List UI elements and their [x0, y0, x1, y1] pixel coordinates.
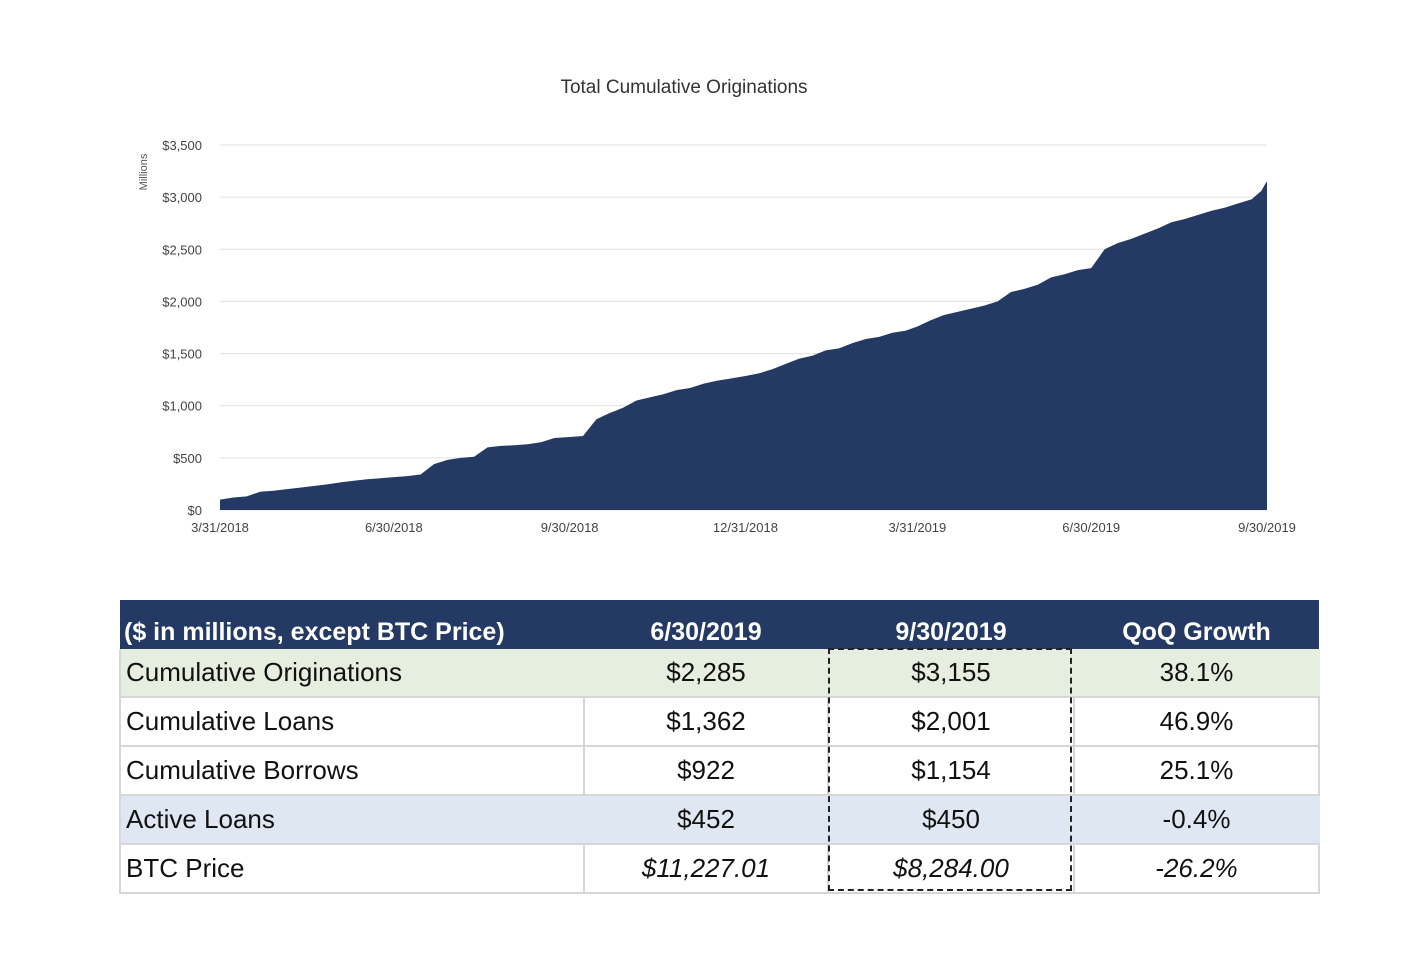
y-tick-label: $2,000: [162, 294, 202, 309]
table-header-metric: ($ in millions, except BTC Price): [120, 600, 584, 649]
q3-value: $2,001: [828, 697, 1075, 747]
row-label: Cumulative Originations: [119, 649, 585, 698]
x-axis-ticks: 3/31/2018 6/30/2018 9/30/2018 12/31/2018 3/3…: [191, 520, 1296, 535]
table-header-q2: 6/30/2019: [584, 600, 828, 649]
y-tick-label: $3,000: [162, 190, 202, 205]
y-axis-unit-label: Millions: [138, 153, 150, 190]
row-label: Active Loans: [119, 795, 585, 845]
area-fill: [220, 181, 1267, 510]
row-label: Cumulative Loans: [119, 697, 585, 747]
q3-value: $1,154: [828, 746, 1075, 796]
row-label: BTC Price: [119, 844, 585, 894]
row-label: Cumulative Borrows: [119, 746, 585, 796]
growth-value: -0.4%: [1074, 795, 1320, 845]
x-tick-label: 6/30/2018: [365, 520, 423, 535]
growth-value: 38.1%: [1074, 649, 1320, 698]
area-series: [220, 181, 1267, 510]
y-axis-ticks: $0 $500 $1,000 $1,500 $2,000 $2,500 $3,000 $3,5…: [162, 138, 202, 518]
x-tick-label: 12/31/2018: [713, 520, 778, 535]
chart-canvas: Total Cumulative Originations Millions $…: [138, 77, 1296, 535]
x-tick-label: 6/30/2019: [1062, 520, 1120, 535]
q3-value: $450: [828, 795, 1075, 845]
originations-chart: Total Cumulative Originations Millions $…: [138, 77, 1296, 535]
y-tick-label: $2,500: [162, 242, 202, 257]
q2-value: $922: [584, 746, 829, 796]
x-tick-label: 3/31/2018: [191, 520, 249, 535]
q3-value: $3,155: [828, 649, 1075, 698]
y-tick-label: $1,500: [162, 347, 202, 362]
table-header-q3: 9/30/2019: [828, 600, 1074, 649]
x-tick-label: 9/30/2018: [541, 520, 599, 535]
q2-value: $452: [584, 795, 829, 845]
table-header-growth: QoQ Growth: [1074, 600, 1319, 649]
q2-value: $11,227.01: [584, 844, 829, 894]
x-tick-label: 9/30/2019: [1238, 520, 1296, 535]
q2-value: $2,285: [584, 649, 829, 698]
table-row: Cumulative Borrows $922 $1,154 25.1%: [119, 746, 1320, 796]
growth-value: 25.1%: [1074, 746, 1320, 796]
y-tick-label: $0: [188, 503, 202, 518]
y-tick-label: $500: [173, 451, 202, 466]
table-header-row: ($ in millions, except BTC Price) 6/30/2…: [120, 600, 1319, 649]
q3-value: $8,284.00: [828, 844, 1075, 894]
q2-value: $1,362: [584, 697, 829, 747]
x-tick-label: 3/31/2019: [888, 520, 946, 535]
table-row: BTC Price $11,227.01 $8,284.00 -26.2%: [119, 844, 1320, 894]
table-row: Active Loans $452 $450 -0.4%: [119, 795, 1320, 845]
growth-value: -26.2%: [1074, 844, 1320, 894]
table-row: Cumulative Originations $2,285 $3,155 38…: [119, 649, 1320, 698]
y-tick-label: $1,000: [162, 399, 202, 414]
chart-title: Total Cumulative Originations: [560, 77, 807, 98]
y-tick-label: $3,500: [162, 138, 202, 153]
growth-value: 46.9%: [1074, 697, 1320, 747]
summary-table: ($ in millions, except BTC Price) 6/30/2…: [119, 600, 1320, 894]
table-row: Cumulative Loans $1,362 $2,001 46.9%: [119, 697, 1320, 747]
